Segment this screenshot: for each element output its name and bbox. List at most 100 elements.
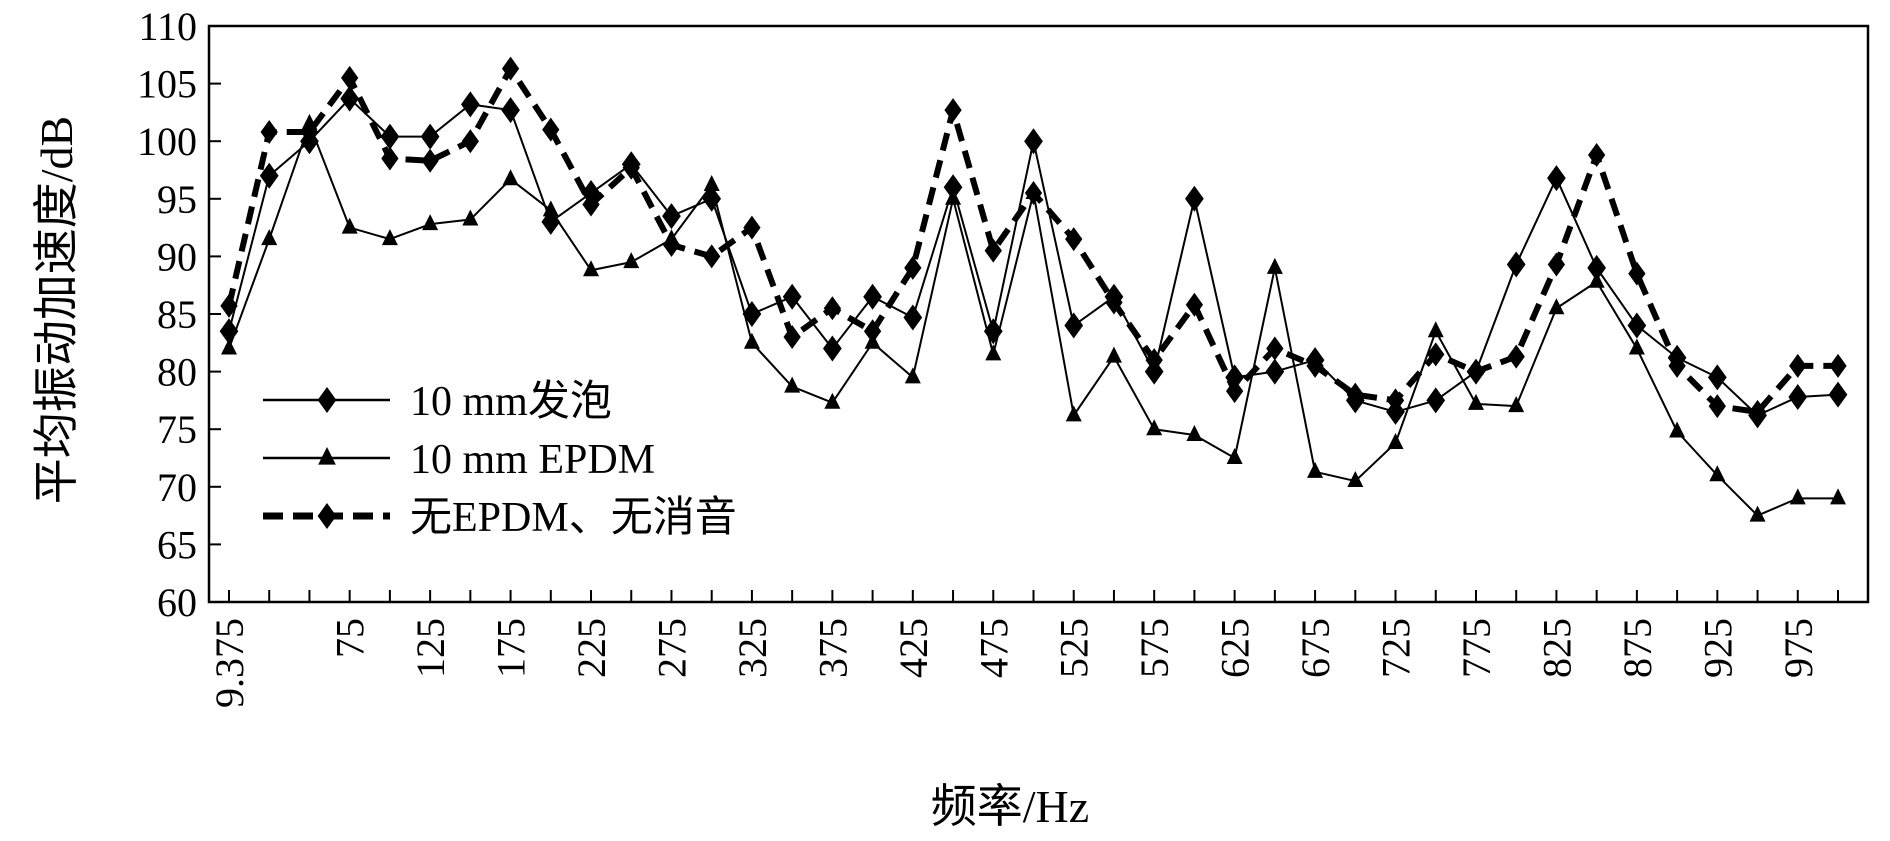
y-tick-label: 65 [157, 522, 197, 567]
series-point [1547, 165, 1566, 192]
series-point [501, 97, 520, 124]
series-point [945, 188, 962, 205]
series-point [622, 155, 640, 180]
x-tick-label: 975 [1776, 618, 1821, 678]
x-tick-label: 825 [1534, 618, 1579, 678]
y-tick-label: 105 [137, 62, 197, 107]
series-point [1347, 471, 1364, 488]
y-tick-label: 60 [157, 580, 197, 625]
legend-item: 10 mm EPDM [263, 437, 655, 483]
series-point [863, 319, 882, 344]
x-tick-label: 675 [1293, 618, 1338, 678]
series-point [784, 376, 801, 393]
series-point [1668, 353, 1686, 378]
y-tick-label: 85 [157, 292, 197, 337]
series-point [1669, 421, 1686, 438]
series-point [1627, 312, 1647, 339]
series-point [1146, 419, 1163, 436]
legend-marker [318, 447, 336, 465]
series-point [1065, 405, 1082, 422]
series-point [1548, 298, 1565, 315]
series-3 [220, 56, 1847, 424]
series-point [1064, 312, 1084, 339]
series-point [1828, 381, 1848, 408]
x-tick-label: 375 [810, 618, 855, 678]
y-tick-label: 95 [157, 177, 197, 222]
series-point [1588, 271, 1605, 288]
series-point [1266, 336, 1284, 361]
y-tick-label: 80 [157, 350, 197, 395]
x-tick-label: 475 [971, 618, 1016, 678]
series-point [1789, 353, 1807, 378]
series-point [1386, 388, 1405, 413]
y-tick-label: 100 [137, 119, 197, 164]
series-point [1427, 342, 1445, 367]
y-tick-label: 75 [157, 407, 197, 452]
y-tick-label: 110 [138, 4, 197, 49]
x-axis-title: 频率/Hz [931, 781, 1089, 832]
series-point [381, 146, 399, 171]
series-point [582, 192, 600, 217]
series-point [300, 119, 319, 144]
series-point [1709, 465, 1726, 482]
x-axis-ticks: 9.375 75 125 175 225 275 325 375 425 475 525 575 625… [207, 590, 1839, 708]
series-point [1588, 143, 1606, 168]
series-point [1507, 344, 1525, 369]
series-point [502, 169, 519, 186]
y-tick-label: 90 [157, 234, 197, 279]
legend-marker [317, 387, 337, 413]
series-point [1024, 128, 1043, 155]
series-point [903, 304, 923, 331]
series-point [783, 325, 801, 350]
series-point [823, 335, 842, 362]
series-point [743, 332, 760, 349]
series-point [1788, 383, 1808, 410]
series-point [1185, 292, 1204, 317]
x-tick-label: 9.375 [207, 618, 252, 708]
series-point [542, 200, 559, 217]
x-tick-label: 275 [649, 618, 694, 678]
series-point [1346, 382, 1364, 407]
series-point [1829, 353, 1847, 378]
series-point [1185, 185, 1204, 212]
series-point [863, 283, 882, 310]
series-point [380, 123, 400, 150]
x-tick-label: 225 [569, 618, 614, 678]
series-point [460, 91, 480, 118]
legend: 10 mm发泡 10 mm EPDM 无EPDM、无消音 [263, 379, 737, 541]
series-point [1426, 387, 1446, 414]
series-point [1707, 364, 1727, 391]
series-point [823, 296, 842, 321]
y-tick-label: 70 [157, 465, 197, 510]
series-point [662, 232, 681, 257]
series-point [1467, 359, 1485, 384]
series-point [904, 255, 922, 280]
legend-item: 10 mm发泡 [263, 379, 612, 425]
x-tick-label: 725 [1374, 618, 1419, 678]
series-point [462, 209, 479, 226]
series-point [782, 283, 802, 310]
series-point [420, 123, 440, 150]
series-point [1024, 181, 1043, 206]
series-point [422, 214, 439, 231]
series-line [226, 65, 1838, 415]
series-point [1467, 393, 1484, 410]
x-tick-label: 125 [408, 618, 453, 678]
series-point [220, 293, 238, 318]
series-point [221, 338, 237, 355]
legend-marker [317, 503, 337, 529]
x-tick-label: 425 [891, 618, 936, 678]
y-axis-title: 平均振动加速度/dB [31, 116, 82, 504]
series-point [1748, 399, 1767, 424]
series-point [381, 229, 398, 246]
series-point [421, 148, 439, 173]
series-point [703, 244, 721, 269]
series-point [1186, 424, 1203, 441]
series-point [1789, 488, 1806, 505]
series-point [340, 85, 360, 112]
series-point [461, 129, 479, 154]
series-1 [219, 85, 1848, 429]
series-point [261, 229, 278, 246]
series-point [1506, 251, 1526, 278]
